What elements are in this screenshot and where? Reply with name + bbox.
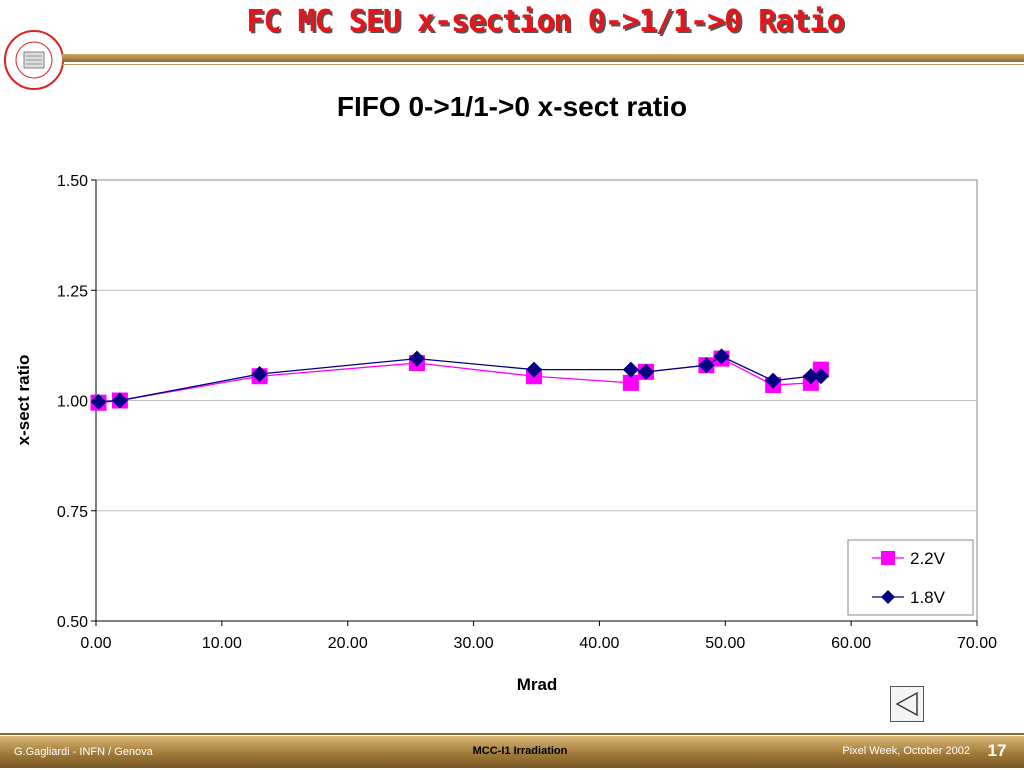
data-point-1-8V xyxy=(713,348,730,365)
data-point-1-8V xyxy=(765,372,782,389)
legend: 2.2V 1.8V xyxy=(847,539,974,616)
page-number: 17 xyxy=(987,741,1007,760)
data-point-1-8V xyxy=(698,357,715,374)
legend-label-2-2V: 2.2V xyxy=(910,549,946,568)
data-point-1-8V xyxy=(525,361,542,378)
y-tick-label: 0.75 xyxy=(57,504,88,521)
data-point-1-8V xyxy=(637,363,654,380)
y-tick-label: 1.25 xyxy=(57,283,88,300)
x-tick-label: 10.00 xyxy=(202,635,242,652)
atlas-logo xyxy=(4,30,64,90)
y-tick-label: 1.50 xyxy=(57,173,88,190)
data-point-1-8V xyxy=(812,368,829,385)
x-tick-label: 50.00 xyxy=(705,635,745,652)
title-rule-thin xyxy=(62,64,1024,65)
x-tick-label: 60.00 xyxy=(831,635,871,652)
data-point-1-8V xyxy=(802,368,819,385)
data-point-2-2V xyxy=(622,374,639,391)
x-tick-label: 30.00 xyxy=(454,635,494,652)
x-tick-label: 20.00 xyxy=(328,635,368,652)
series-layer xyxy=(90,348,829,411)
data-point-1-8V xyxy=(111,392,128,409)
footer-rule xyxy=(0,733,1024,735)
footer-event: Pixel Week, October 2002 xyxy=(842,745,970,757)
legend-label-1-8V: 1.8V xyxy=(910,588,946,607)
triangle-left-icon xyxy=(895,691,918,717)
footer-bar xyxy=(0,736,1024,768)
gridlines xyxy=(96,289,977,512)
y-tick-label: 0.50 xyxy=(57,614,88,631)
y-tick-label: 1.00 xyxy=(57,394,88,411)
chart: FIFO 0->1/1->0 x-sect ratio 0.50 0.75 1.00… xyxy=(14,91,997,694)
data-point-1-8V xyxy=(251,366,268,383)
legend-marker-2-2V xyxy=(881,551,895,565)
back-button[interactable] xyxy=(890,686,924,722)
footer-topic: MCC-I1 Irradiation xyxy=(472,745,568,757)
legend-marker-1-8V xyxy=(881,590,895,604)
x-tick-label: 0.00 xyxy=(80,635,111,652)
data-point-1-8V xyxy=(408,350,425,367)
slide-title: FC MC SEU x-section 0->1/1->0 Ratio xyxy=(246,4,844,39)
y-axis-label: x-sect ratio xyxy=(14,355,33,446)
x-tick-label: 70.00 xyxy=(957,635,997,652)
x-axis-label: Mrad xyxy=(517,675,558,694)
data-point-1-8V xyxy=(622,361,639,378)
chart-title: FIFO 0->1/1->0 x-sect ratio xyxy=(337,91,687,122)
footer-author: G.Gagliardi - INFN / Genova xyxy=(14,746,153,758)
data-point-1-8V xyxy=(90,393,107,410)
x-tick-label: 40.00 xyxy=(579,635,619,652)
title-rule xyxy=(62,54,1024,62)
y-axis-ticks: 0.50 0.75 1.00 1.25 1.50 xyxy=(57,173,96,631)
x-axis-ticks: 0.00 10.00 20.00 30.00 40.00 50.00 60.00 70.00 xyxy=(80,621,997,652)
legend-box xyxy=(847,539,974,616)
